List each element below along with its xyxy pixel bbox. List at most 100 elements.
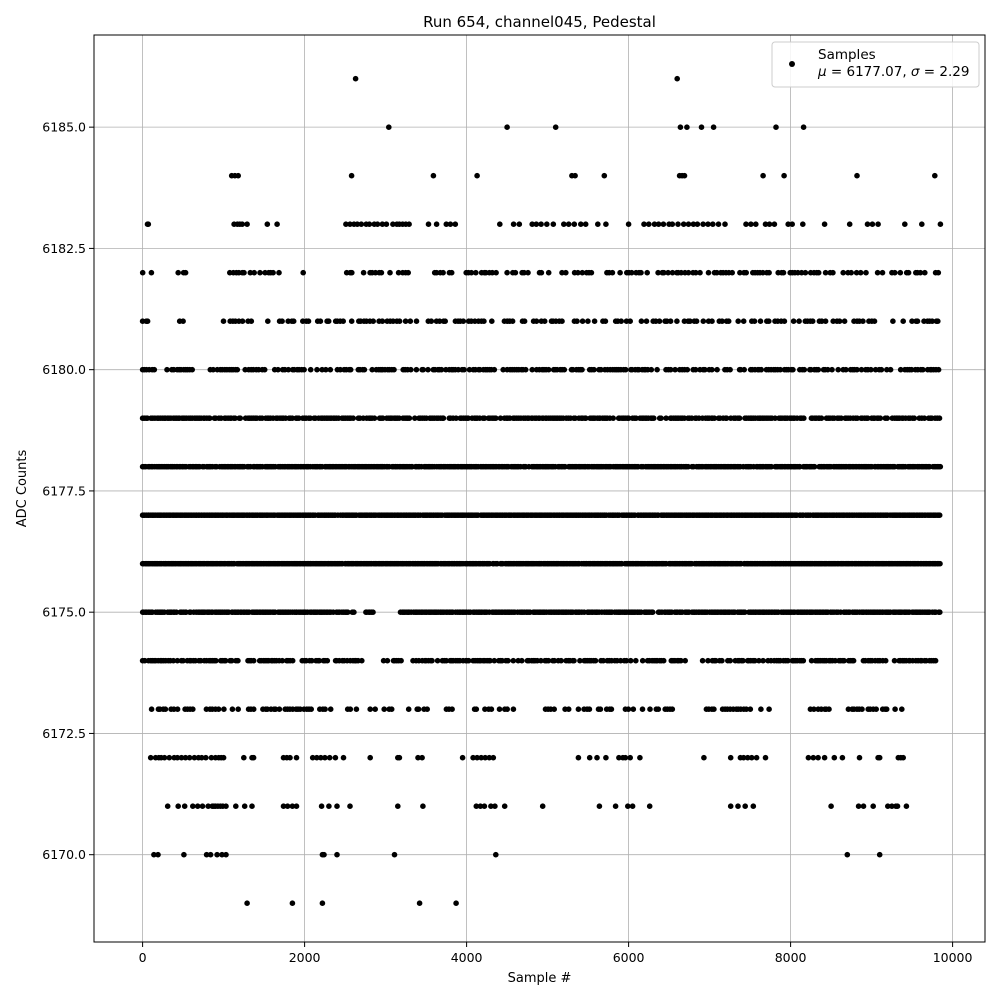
data-point: [222, 657, 229, 664]
data-point: [347, 221, 353, 227]
data-point: [900, 754, 906, 761]
data-point: [326, 803, 332, 809]
data-point: [434, 657, 441, 664]
data-point: [233, 803, 239, 809]
data-point: [203, 851, 210, 858]
data-point: [361, 366, 368, 373]
data-point: [181, 803, 188, 809]
data-point: [272, 706, 279, 712]
data-point: [151, 851, 157, 858]
data-point: [815, 366, 822, 373]
data-point: [147, 754, 154, 761]
y-tick-label: 6170.0: [42, 847, 86, 862]
data-point: [239, 318, 246, 325]
data-point: [693, 269, 699, 276]
data-point: [873, 706, 879, 712]
data-point: [289, 803, 296, 809]
data-point: [424, 706, 431, 712]
data-point: [839, 754, 846, 761]
data-point: [864, 221, 871, 227]
data-point: [831, 754, 838, 761]
data-point: [213, 657, 219, 664]
data-point: [663, 415, 669, 422]
data-point: [194, 803, 201, 809]
y-tick-label: 6182.5: [42, 241, 86, 256]
data-point: [319, 900, 326, 906]
data-point: [250, 754, 257, 761]
data-point: [166, 754, 173, 761]
data-point: [700, 318, 707, 325]
data-point: [684, 124, 690, 130]
data-point: [781, 172, 787, 179]
data-point: [174, 754, 181, 761]
data-point: [367, 754, 374, 761]
data-point: [322, 706, 328, 712]
data-point: [753, 221, 759, 227]
data-point: [843, 366, 849, 373]
data-point: [711, 706, 717, 712]
data-point: [264, 221, 271, 227]
data-point: [370, 318, 377, 325]
x-tick-label: 0: [139, 950, 147, 965]
data-point: [293, 754, 300, 761]
data-point: [876, 754, 883, 761]
data-point: [522, 366, 529, 373]
data-point: [623, 657, 630, 664]
x-tick-label: 6000: [613, 950, 645, 965]
data-point: [627, 754, 633, 761]
data-point: [846, 221, 853, 227]
data-point: [737, 269, 743, 276]
data-point: [241, 269, 247, 276]
data-point: [289, 657, 296, 664]
data-point: [648, 366, 655, 373]
data-point: [316, 657, 323, 664]
data-point: [655, 269, 661, 276]
data-point: [347, 366, 354, 373]
data-point: [214, 851, 220, 858]
data-point: [870, 803, 876, 809]
data-point: [284, 803, 291, 809]
data-point: [220, 754, 227, 761]
data-point: [500, 366, 507, 373]
data-point: [790, 318, 797, 325]
data-point: [551, 657, 558, 664]
data-point: [473, 269, 479, 276]
data-point: [865, 415, 871, 422]
data-point: [405, 269, 412, 276]
data-point: [504, 124, 510, 130]
data-point: [855, 803, 862, 809]
data-point: [478, 754, 485, 761]
data-point: [591, 366, 597, 373]
data-point: [474, 172, 480, 179]
data-point: [425, 221, 432, 227]
data-point: [493, 269, 499, 276]
data-point: [276, 706, 283, 712]
data-point: [366, 221, 373, 227]
data-point: [850, 657, 857, 664]
legend-sigma-value: = 2.29: [919, 64, 969, 80]
data-point: [504, 269, 510, 276]
data-point: [592, 657, 599, 664]
data-point: [883, 706, 890, 712]
data-point: [656, 318, 663, 325]
data-point: [801, 415, 807, 422]
data-point: [885, 803, 891, 809]
data-point: [766, 318, 772, 325]
data-point: [811, 706, 817, 712]
data-point: [702, 366, 708, 373]
data-point: [490, 754, 497, 761]
y-tick-label: 6172.5: [42, 726, 86, 741]
data-point: [208, 754, 215, 761]
data-point: [452, 221, 459, 227]
data-point: [428, 318, 435, 325]
data-point: [815, 754, 821, 761]
data-point: [487, 657, 493, 664]
data-point: [453, 900, 459, 906]
data-point: [359, 657, 365, 664]
data-point: [848, 269, 854, 276]
legend-marker: [789, 61, 795, 67]
data-point: [744, 754, 751, 761]
data-point: [766, 221, 773, 227]
data-point: [586, 706, 593, 712]
data-point: [572, 172, 578, 179]
